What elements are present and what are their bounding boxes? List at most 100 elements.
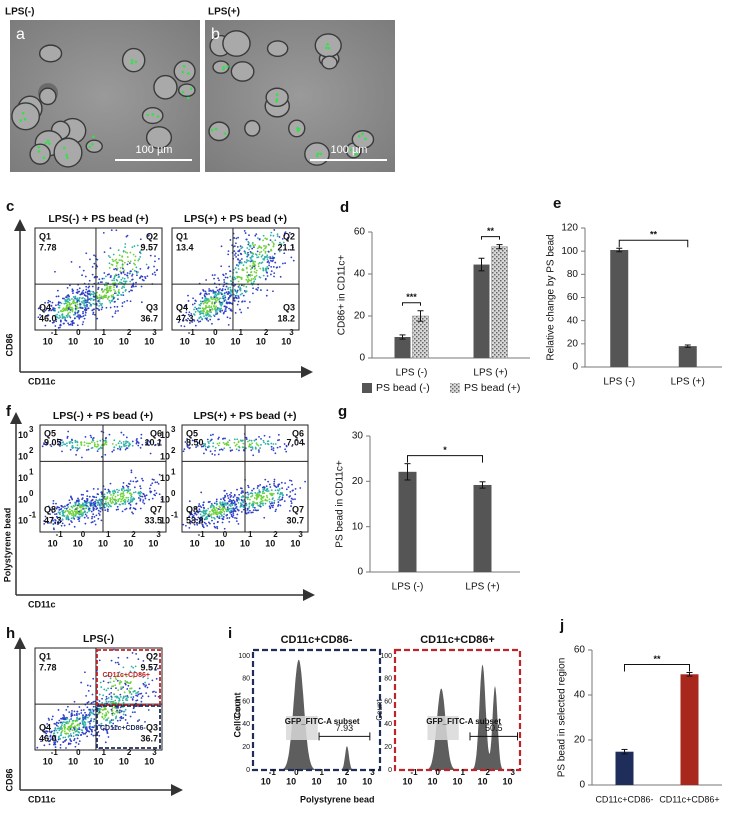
cell-dot: [127, 722, 129, 724]
cell-dot: [142, 695, 144, 697]
cell-dot: [107, 291, 109, 293]
cell-dot: [95, 515, 97, 517]
cell-dot: [188, 527, 190, 529]
cell-dot: [254, 278, 256, 280]
cell-dot: [62, 442, 64, 444]
cell-dot: [57, 725, 59, 727]
cell-dot: [112, 714, 114, 716]
cell-dot: [129, 270, 131, 272]
cell-dot: [255, 253, 257, 255]
cell-dot: [238, 494, 240, 496]
cell-dot: [68, 297, 70, 299]
cell-dot: [77, 734, 79, 736]
y-tick-label: 100: [380, 653, 392, 660]
cell-dot: [74, 701, 76, 703]
y-tick-label: 0: [579, 780, 585, 791]
cell-dot: [131, 246, 133, 248]
cell-dot: [217, 293, 219, 295]
cell-dot: [236, 517, 238, 519]
cell-dot: [202, 297, 204, 299]
cell-dot: [84, 294, 86, 296]
cell-dot: [70, 718, 72, 720]
cell-dot: [228, 266, 230, 268]
cell-dot: [92, 508, 94, 510]
cell-dot: [67, 431, 69, 433]
x-tick-base: 10: [402, 776, 412, 786]
cell-dot: [272, 506, 274, 508]
cell-dot: [231, 294, 233, 296]
cell-dot: [265, 503, 267, 505]
cell-dot: [262, 500, 264, 502]
cell-dot: [106, 714, 108, 716]
cell-dot: [219, 297, 221, 299]
cell-dot: [79, 724, 81, 726]
cell-dot: [263, 235, 265, 237]
cell-dot: [75, 447, 77, 449]
cell-dot: [204, 522, 206, 524]
cell-dot: [209, 511, 211, 513]
cell-dot: [81, 457, 83, 459]
cell-dot: [268, 490, 270, 492]
cell-dot: [87, 297, 89, 299]
cell-dot: [121, 287, 123, 289]
bead: [190, 87, 193, 90]
cell-dot: [104, 454, 106, 456]
cell-dot: [203, 311, 205, 313]
cell-dot: [145, 498, 147, 500]
cell-dot: [230, 450, 232, 452]
cell-dot: [254, 263, 256, 265]
cell-dot: [264, 479, 266, 481]
cell-dot: [288, 496, 290, 498]
x-tick-exponent: 0: [76, 328, 81, 337]
cell-dot: [119, 719, 121, 721]
cell-dot: [119, 504, 121, 506]
cell-dot: [75, 515, 77, 517]
cell-dot: [243, 264, 245, 266]
cell-dot: [139, 495, 141, 497]
cell-dot: [238, 268, 240, 270]
cell-dot: [65, 747, 67, 749]
cell-dot: [64, 730, 66, 732]
cell-dot: [154, 255, 156, 257]
cell-dot: [158, 483, 160, 485]
y-axis-label: Relative change by PS bead: [546, 234, 557, 360]
cell-dot: [84, 441, 86, 443]
bead: [226, 65, 229, 68]
cell-dot: [223, 300, 225, 302]
cell-dot: [114, 498, 116, 500]
cell-dot: [154, 490, 156, 492]
cell-dot: [82, 307, 84, 309]
cell-dot: [88, 307, 90, 309]
cell-dot: [115, 501, 117, 503]
cell-dot: [63, 443, 65, 445]
cell-dot: [156, 269, 158, 271]
cell-dot: [126, 300, 128, 302]
cell-dot: [70, 740, 72, 742]
cell-dot: [152, 478, 154, 480]
y-tick-exponent: -1: [171, 510, 179, 519]
cell-dot: [91, 516, 93, 518]
cell-dot: [92, 299, 94, 301]
cell-dot: [90, 436, 92, 438]
y-tick-label: 100: [561, 246, 578, 257]
cell-dot: [270, 235, 272, 237]
cell-dot: [266, 289, 268, 291]
cell-dot: [279, 236, 281, 238]
cell-dot: [98, 309, 100, 311]
cell-dot: [113, 297, 115, 299]
cell-dot: [251, 248, 253, 250]
cell-dot: [106, 696, 108, 698]
cell-dot: [223, 447, 225, 449]
cell-dot: [271, 502, 273, 504]
cell-dot: [77, 312, 79, 314]
cell-dot: [70, 733, 72, 735]
cell-dot: [133, 254, 135, 256]
cell-dot: [246, 513, 248, 515]
cell-dot: [112, 498, 114, 500]
cell-dot: [281, 492, 283, 494]
panel-label: d: [340, 199, 349, 216]
cell-dot: [224, 500, 226, 502]
cell-dot: [132, 268, 134, 270]
cell-dot: [127, 261, 129, 263]
cell-dot: [252, 287, 254, 289]
